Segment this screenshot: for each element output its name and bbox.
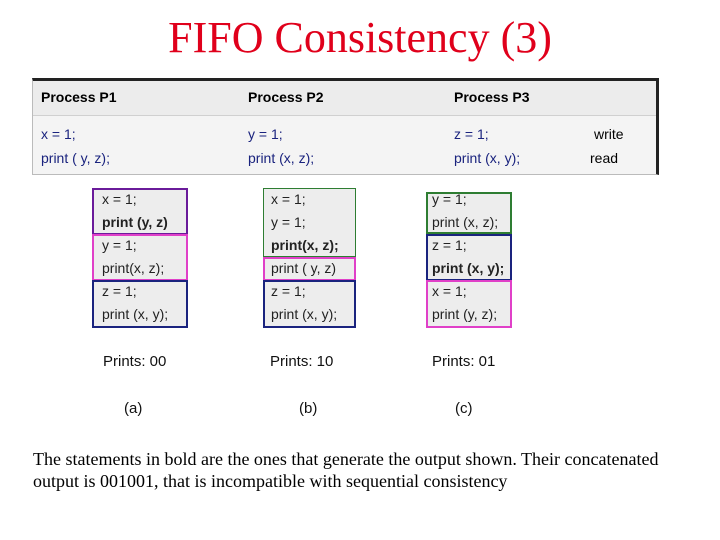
p3-group-box <box>426 234 512 281</box>
note-read: read <box>590 150 619 166</box>
p2-group-box <box>426 192 512 234</box>
p1-group-box <box>92 188 188 235</box>
slide-title: FIFO Consistency (3) <box>168 13 552 62</box>
label-b: (b) <box>299 400 318 417</box>
p1-write: x = 1; <box>41 126 76 142</box>
seq-line: y = 1; <box>432 191 467 207</box>
table-header: Process P1 Process P2 Process P3 <box>33 81 656 116</box>
prints-b: Prints: 10 <box>270 353 334 370</box>
sequence-b: x = 1; y = 1; print(x, z); print ( y, z)… <box>263 188 356 328</box>
seq-line: print (x, y); <box>102 306 169 322</box>
header-p2: Process P2 <box>248 89 324 105</box>
p2-read: print (x, z); <box>248 150 315 166</box>
p1-group-box <box>263 257 356 281</box>
p3-write: z = 1; <box>454 126 489 142</box>
p2-group-box <box>263 188 356 257</box>
note-write: write <box>594 126 624 142</box>
header-p3: Process P3 <box>454 89 530 105</box>
seq-line: z = 1; <box>271 283 306 299</box>
table-body: x = 1; y = 1; z = 1; write print ( y, z)… <box>33 116 656 174</box>
seq-line: print (x, z); <box>432 214 499 230</box>
seq-line: x = 1; <box>102 191 137 207</box>
p3-read: print (x, y); <box>454 150 521 166</box>
p2-group-box <box>92 234 188 281</box>
p1-group-box <box>426 280 512 328</box>
seq-line: y = 1; <box>102 237 137 253</box>
seq-line-bold: print (y, z) <box>102 214 168 230</box>
seq-line: print(x, z); <box>102 260 165 276</box>
seq-line-bold: print(x, z); <box>271 237 339 253</box>
sequence-c: y = 1; print (x, z); z = 1; print (x, y)… <box>426 191 512 328</box>
p3-group-box <box>92 280 188 328</box>
seq-line: z = 1; <box>432 237 467 253</box>
label-c: (c) <box>455 400 473 417</box>
seq-line: x = 1; <box>271 191 306 207</box>
seq-line: print (y, z); <box>432 306 498 322</box>
caption-text: The statements in bold are the ones that… <box>33 449 659 491</box>
process-table: Process P1 Process P2 Process P3 x = 1; … <box>32 78 659 175</box>
seq-line: z = 1; <box>102 283 137 299</box>
seq-line: print (x, y); <box>271 306 338 322</box>
label-a: (a) <box>124 400 143 417</box>
p1-read: print ( y, z); <box>41 150 110 166</box>
seq-line: y = 1; <box>271 214 306 230</box>
seq-line: x = 1; <box>432 283 467 299</box>
sequence-a: x = 1; print (y, z) y = 1; print(x, z); … <box>92 188 188 328</box>
seq-line: print ( y, z) <box>271 260 337 276</box>
p2-write: y = 1; <box>248 126 283 142</box>
prints-c: Prints: 01 <box>432 353 496 370</box>
header-p1: Process P1 <box>41 89 117 105</box>
seq-line-bold: print (x, y); <box>432 260 505 276</box>
prints-a: Prints: 00 <box>103 353 167 370</box>
p3-group-box <box>263 280 356 328</box>
